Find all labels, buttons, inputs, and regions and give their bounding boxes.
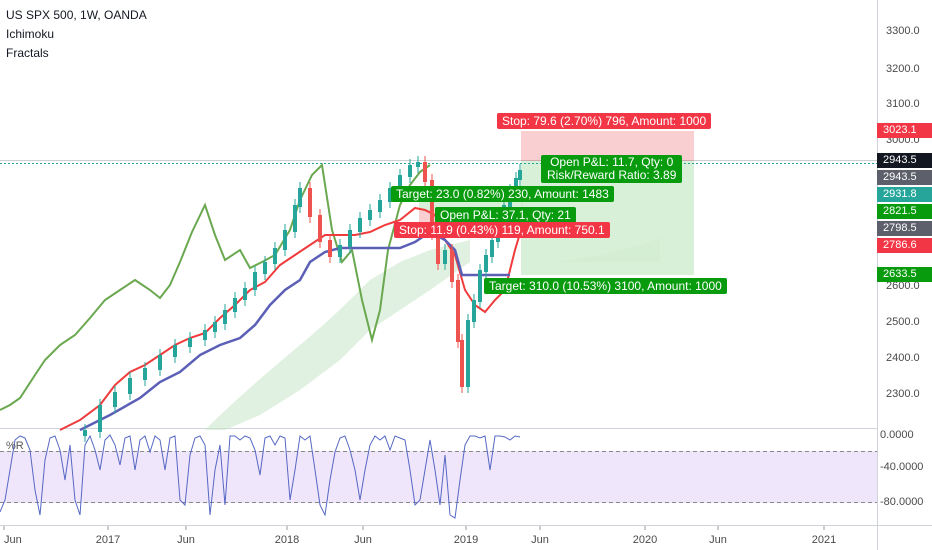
price-axis-label: 3100.0 [886,98,920,110]
price-tag: 2931.8 [877,187,932,202]
candle-body [128,378,132,394]
time-axis-label: Jun [354,534,372,546]
oscillator-axis-label: -80.0000 [880,496,924,508]
time-axis-label: Jun [4,534,22,546]
candle-body [378,200,382,212]
candle-body [456,280,460,342]
time-axis-label: Jun [531,534,549,546]
time-axis-label: Jun [709,534,727,546]
candle-body [158,355,162,370]
candle-body [143,368,147,380]
short-rr-text: Risk/Reward Ratio: 3.89 [547,168,677,182]
candle-body [188,338,192,347]
candle-body [293,205,297,232]
price-axis-label: 2500.0 [886,316,920,328]
price-tag: 2633.5 [877,267,932,282]
time-axis-label: 2020 [632,534,658,546]
short-target-label[interactable]: Target: 310.0 (10.53%) 3100, Amount: 100… [484,278,727,294]
price-tag: 2943.5 [877,170,932,185]
candle-body [243,288,247,300]
chart-legend: US SPX 500, 1W, OANDA Ichimoku Fractals [6,6,147,63]
candle-body [173,345,177,357]
time-axis-label: 2021 [811,534,837,546]
candle-body [423,162,427,182]
candle-body [83,430,87,436]
price-tag: 2786.6 [877,238,932,253]
candle-body [484,255,488,272]
candle-body [388,188,392,202]
long-target-label[interactable]: Target: 23.0 (0.82%) 230, Amount: 1483 [391,186,614,202]
candle-body [273,248,277,264]
wr-label: %R [6,440,24,452]
candle-body [113,392,117,407]
candle-body [263,262,267,274]
candle-body [318,215,322,242]
symbol-title[interactable]: US SPX 500, 1W, OANDA [6,8,147,22]
candle-body [450,250,454,282]
oscillator-axis-label: -40.0000 [880,461,924,473]
indicator-fractals[interactable]: Fractals [6,46,49,60]
time-axis-label: 2018 [274,534,300,546]
candle-body [283,230,287,250]
candle-body [253,272,257,290]
price-tag: 2798.5 [877,221,932,236]
candle-body [472,300,476,322]
oscillator-axis-label: 0.0000 [880,429,914,441]
candle-body [328,240,332,257]
candle-body [233,298,237,312]
ichimoku-cloud [205,240,470,430]
indicator-ichimoku[interactable]: Ichimoku [6,27,55,41]
candle-body [518,170,522,180]
candle-body [298,188,302,207]
wr-line [0,434,521,519]
price-axis-label: 2300.0 [886,388,920,400]
base-line [79,230,510,432]
price-tag: 3023.1 [877,123,932,138]
candle-body [416,162,420,167]
candle-body [490,240,494,257]
conversion-line [59,206,522,431]
candle-body [223,310,227,324]
price-tag: 2821.5 [877,204,932,219]
candle-body [478,270,482,302]
candle-body [213,322,217,332]
candle-body [358,218,362,232]
time-axis-label: 2019 [453,534,479,546]
price-axis-label: 3200.0 [886,63,920,75]
candle-body [460,340,464,387]
time-axis-label: 2017 [95,534,121,546]
candle-body [348,230,352,247]
candle-body [368,210,372,220]
short-stop-label[interactable]: Stop: 79.6 (2.70%) 796, Amount: 1000 [497,113,712,129]
candle-body [436,232,440,264]
candle-body [466,320,470,387]
candle-body [514,178,518,192]
price-tag: 2943.5 [877,153,932,168]
candle-body [430,180,434,234]
short-pnl-text: Open P&L: 11.7, Qty: 0 [550,155,674,169]
short-pnl-label[interactable]: Open P&L: 11.7, Qty: 0 Risk/Reward Ratio… [541,155,683,183]
time-axis-label: Jun [177,534,195,546]
candle-body [308,188,312,217]
candle-body [338,245,342,257]
long-stop-label[interactable]: Stop: 11.9 (0.43%) 119, Amount: 750.1 [394,222,610,238]
lagging-span [0,162,431,411]
price-axis-label: 3300.0 [886,25,920,37]
candle-body [203,330,207,340]
time-ticks [3,526,825,530]
price-axis-label: 2400.0 [886,352,920,364]
price-axis-label: 2600.0 [886,280,920,292]
candle-body [443,250,447,264]
candle-body [398,175,402,190]
candle-body [408,165,412,177]
candle-body [98,405,102,432]
long-pnl-label[interactable]: Open P&L: 37.1, Qty: 21 [435,207,576,223]
